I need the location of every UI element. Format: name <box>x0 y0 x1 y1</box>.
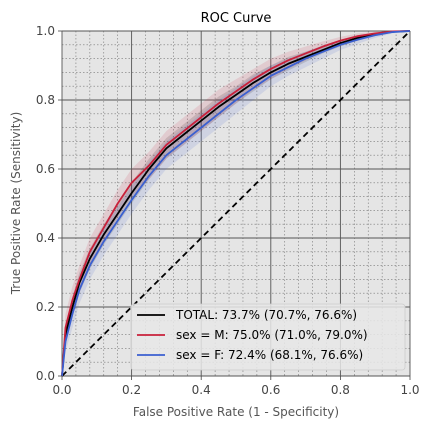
y-axis-label: True Positive Rate (Sensitivity) <box>9 112 23 296</box>
y-tick-label: 0.0 <box>36 369 55 383</box>
x-axis-label: False Positive Rate (1 - Specificity) <box>133 405 339 419</box>
legend-label-sex-m: sex = M: 75.0% (71.0%, 79.0%) <box>176 328 368 342</box>
x-tick-label: 0.2 <box>122 383 141 397</box>
legend-label-total: TOTAL: 73.7% (70.7%, 76.6%) <box>175 308 357 322</box>
x-tick-label: 0.6 <box>261 383 280 397</box>
y-tick-label: 0.4 <box>36 231 55 245</box>
x-tick-label: 1.0 <box>400 383 419 397</box>
legend: TOTAL: 73.7% (70.7%, 76.6%) sex = M: 75.… <box>130 303 406 371</box>
roc-line-sex-m <box>61 30 411 377</box>
x-tick-label: 0.8 <box>331 383 350 397</box>
reference-diagonal-line <box>61 30 411 377</box>
roc-line-total <box>61 30 411 377</box>
y-tick-label: 0.8 <box>36 93 55 107</box>
x-tick-label: 0.0 <box>52 383 71 397</box>
roc-line-sex-f <box>61 30 411 377</box>
x-axis-ticks: 0.0 0.2 0.4 0.6 0.8 1.0 <box>52 376 420 397</box>
y-tick-label: 1.0 <box>36 24 55 38</box>
y-tick-label: 0.6 <box>36 162 55 176</box>
chart-title: ROC Curve <box>201 11 272 26</box>
x-tick-label: 0.4 <box>192 383 211 397</box>
y-axis-ticks: 0.0 0.2 0.4 0.6 0.8 1.0 <box>36 24 62 383</box>
legend-label-sex-f: sex = F: 72.4% (68.1%, 76.6%) <box>176 348 363 362</box>
legend-box <box>130 303 406 371</box>
roc-series-lines <box>61 30 411 377</box>
y-tick-label: 0.2 <box>36 300 55 314</box>
